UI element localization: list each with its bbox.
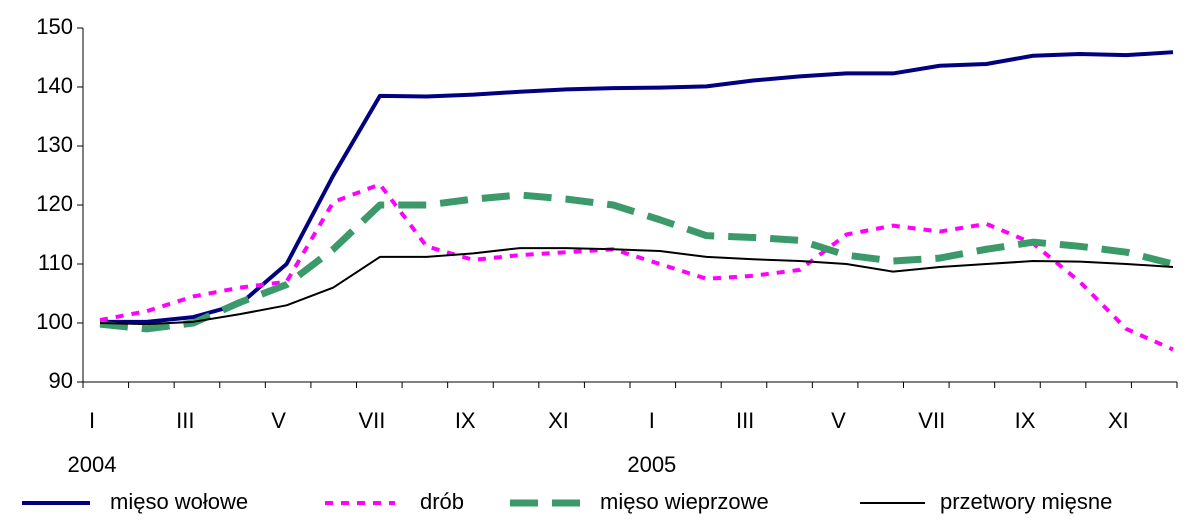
x-tick-label: V xyxy=(831,408,846,433)
x-tick-label: IX xyxy=(455,408,476,433)
y-tick-label: 90 xyxy=(49,368,73,393)
x-tick-label: I xyxy=(649,408,655,433)
x-tick-label: XI xyxy=(1108,408,1129,433)
x-tick-label: III xyxy=(176,408,194,433)
x-tick-label: XI xyxy=(548,408,569,433)
series-line xyxy=(99,247,1174,326)
y-tick-label: 120 xyxy=(36,191,73,216)
x-tick-label: V xyxy=(271,408,286,433)
year-label: 2004 xyxy=(68,452,117,477)
x-tick-label: I xyxy=(89,408,95,433)
y-tick-label: 140 xyxy=(36,73,73,98)
y-tick-label: 150 xyxy=(36,14,73,39)
x-tick-label: IX xyxy=(1015,408,1036,433)
y-tick-label: 130 xyxy=(36,132,73,157)
legend-label: drób xyxy=(420,489,464,514)
x-tick-label: VII xyxy=(918,408,945,433)
legend-label: przetwory mięsne xyxy=(940,489,1112,514)
series-line xyxy=(100,50,1174,324)
series-line xyxy=(99,191,1174,333)
y-tick-label: 100 xyxy=(36,309,73,334)
y-tick-label: 110 xyxy=(38,250,73,275)
x-tick-label: VII xyxy=(358,408,385,433)
x-tick-label: III xyxy=(736,408,754,433)
series-line xyxy=(99,182,1174,352)
legend-label: mięso wołowe xyxy=(110,489,248,514)
legend-label: mięso wieprzowe xyxy=(600,489,769,514)
year-label: 2005 xyxy=(627,452,676,477)
